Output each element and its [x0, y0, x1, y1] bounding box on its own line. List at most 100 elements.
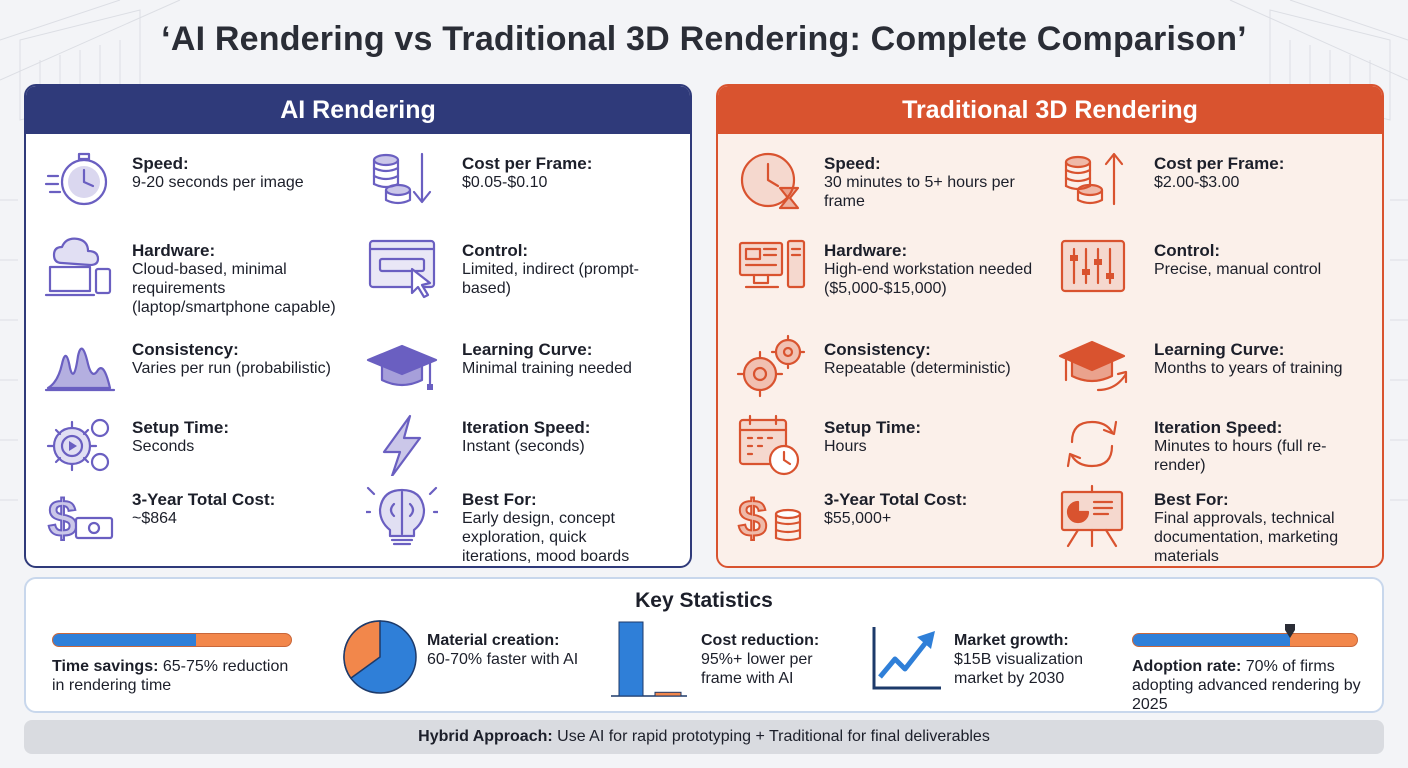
item-value: Precise, manual control — [1154, 261, 1322, 278]
coins-down-icon — [372, 152, 432, 205]
trad-item-text: Control: Precise, manual control — [1154, 241, 1364, 279]
material-creation-pie — [343, 620, 417, 694]
item-label: Cost per Frame: — [462, 154, 593, 173]
trad-item-text: Speed: 30 minutes to 5+ hours per frame — [824, 154, 1054, 211]
time-savings-text: Time savings: 65-75% reduction in render… — [52, 657, 302, 695]
ai-item-text: Learning Curve: Minimal training needed — [462, 340, 652, 378]
item-value: Cloud-based, minimal requirements (lapto… — [132, 261, 336, 316]
material-creation-label: Material creation: — [427, 632, 560, 649]
trad-item-text: Cost per Frame: $2.00-$3.00 — [1154, 154, 1364, 192]
ai-item-text: Hardware: Cloud-based, minimal requiremen… — [132, 241, 357, 317]
item-value: Early design, concept exploration, quick… — [462, 510, 630, 565]
market-growth-value: $15B visualization market by 2030 — [954, 651, 1083, 687]
item-label: Speed: — [824, 154, 881, 173]
item-label: 3-Year Total Cost: — [824, 490, 968, 509]
key-statistics-panel: Key Statistics Time savings: 65-75% redu… — [24, 577, 1384, 713]
item-label: Iteration Speed: — [1154, 418, 1283, 437]
item-label: Cost per Frame: — [1154, 154, 1285, 173]
prompt-window-icon — [368, 239, 436, 299]
hybrid-approach-banner: Hybrid Approach: Use AI for rapid protot… — [24, 720, 1384, 754]
gears-play-icon — [46, 418, 110, 472]
dollar-stack-icon: $ — [737, 489, 802, 548]
time-savings-label: Time savings: — [52, 658, 159, 675]
calendar-clock-icon — [738, 414, 800, 476]
item-label: Control: — [1154, 241, 1221, 260]
item-label: Best For: — [1154, 490, 1229, 509]
item-value: 30 minutes to 5+ hours per frame — [824, 174, 1015, 210]
clock-hourglass-icon — [740, 152, 800, 210]
ai-item-text: Iteration Speed: Instant (seconds) — [462, 418, 652, 456]
workstation-icon — [738, 239, 806, 289]
time-savings-bar-fill — [53, 634, 196, 646]
ai-item-text: Best For: Early design, concept explorati… — [462, 490, 652, 566]
trad-item-text: Best For: Final approvals, technical docu… — [1154, 490, 1364, 566]
adoption-rate-label: Adoption rate: — [1132, 658, 1242, 675]
adoption-rate-bar — [1132, 633, 1358, 647]
cost-bar-traditional — [618, 621, 644, 697]
cap-arrow-icon — [1058, 340, 1128, 392]
traditional-panel-heading: Traditional 3D Rendering — [718, 86, 1382, 134]
sliders-icon — [1060, 239, 1126, 293]
page-title: ‘AI Rendering vs Traditional 3D Renderin… — [161, 20, 1247, 58]
item-value: $55,000+ — [824, 510, 892, 527]
cost-reduction-label: Cost reduction: — [701, 632, 820, 649]
trad-item-text: Learning Curve: Months to years of traini… — [1154, 340, 1364, 378]
item-label: Consistency: — [132, 340, 239, 359]
trend-up-icon — [872, 627, 941, 690]
svg-text:$: $ — [738, 490, 767, 548]
bulb-brain-icon — [366, 486, 438, 546]
key-statistics-title: Key Statistics — [635, 589, 773, 612]
item-value: Months to years of training — [1154, 360, 1343, 377]
trad-item-text: Setup Time: Hours — [824, 418, 1054, 456]
wave-graph-icon — [44, 347, 116, 392]
item-value: Varies per run (probabilistic) — [132, 360, 331, 377]
refresh-icon — [1066, 420, 1118, 468]
item-value: Instant (seconds) — [462, 438, 585, 455]
item-value: ~$864 — [132, 510, 177, 527]
item-label: Learning Curve: — [462, 340, 593, 359]
adoption-rate-value: 70% of firms adopting advanced rendering… — [1132, 658, 1361, 713]
item-value: $0.05-$0.10 — [462, 174, 548, 191]
item-value: Minimal training needed — [462, 360, 632, 377]
ai-panel-heading: AI Rendering — [26, 86, 690, 134]
trad-item-text: Iteration Speed: Minutes to hours (full r… — [1154, 418, 1364, 475]
item-label: Speed: — [132, 154, 189, 173]
ai-rendering-panel: AI Rendering — [24, 84, 692, 568]
trad-item-text: Hardware: High-end workstation needed ($5… — [824, 241, 1054, 298]
gears-icon — [736, 334, 806, 398]
cost-reduction-value: 95%+ lower per frame with AI — [701, 651, 813, 687]
ai-item-text: Setup Time: Seconds — [132, 418, 357, 456]
material-creation-value: 60-70% faster with AI — [427, 651, 579, 668]
ai-item-text: Control: Limited, indirect (prompt-based) — [462, 241, 652, 298]
traditional-rendering-panel: Traditional 3D Rendering — [716, 84, 1384, 568]
ai-item-text: 3-Year Total Cost: ~$864 — [132, 490, 357, 528]
hybrid-approach-label: Hybrid Approach: — [418, 728, 553, 745]
item-value: Limited, indirect (prompt-based) — [462, 261, 639, 297]
svg-text:$: $ — [48, 490, 77, 548]
item-label: Hardware: — [132, 241, 216, 260]
item-value: Minutes to hours (full re-render) — [1154, 438, 1327, 474]
adoption-marker-icon — [1285, 624, 1296, 638]
presentation-board-icon — [1060, 484, 1124, 548]
time-savings-bar — [52, 633, 292, 647]
ai-item-text: Consistency: Varies per run (probabilisti… — [132, 340, 357, 378]
hybrid-approach-text: Use AI for rapid prototyping + Tradition… — [552, 728, 990, 745]
item-value: Final approvals, technical documentation… — [1154, 510, 1339, 565]
graduation-cap-icon — [366, 344, 438, 390]
material-creation-pie-slice — [343, 620, 381, 680]
item-value: Seconds — [132, 438, 195, 455]
market-growth-label: Market growth: — [954, 632, 1069, 649]
item-label: Setup Time: — [824, 418, 921, 437]
stopwatch-icon — [44, 152, 108, 206]
item-value: Hours — [824, 438, 867, 455]
item-label: Setup Time: — [132, 418, 229, 437]
item-label: Hardware: — [824, 241, 908, 260]
ai-item-text: Speed: 9-20 seconds per image — [132, 154, 357, 192]
ai-item-text: Cost per Frame: $0.05-$0.10 — [462, 154, 652, 192]
lightning-icon — [382, 414, 422, 476]
item-label: Learning Curve: — [1154, 340, 1285, 359]
coins-up-icon — [1064, 152, 1124, 206]
adoption-rate-text: Adoption rate: 70% of firms adopting adv… — [1132, 657, 1368, 714]
item-value: $2.00-$3.00 — [1154, 174, 1240, 191]
cost-reduction-text: Cost reduction: 95%+ lower per frame with… — [701, 631, 841, 688]
